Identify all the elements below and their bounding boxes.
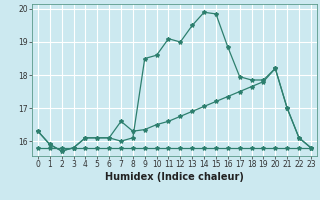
X-axis label: Humidex (Indice chaleur): Humidex (Indice chaleur) [105,172,244,182]
